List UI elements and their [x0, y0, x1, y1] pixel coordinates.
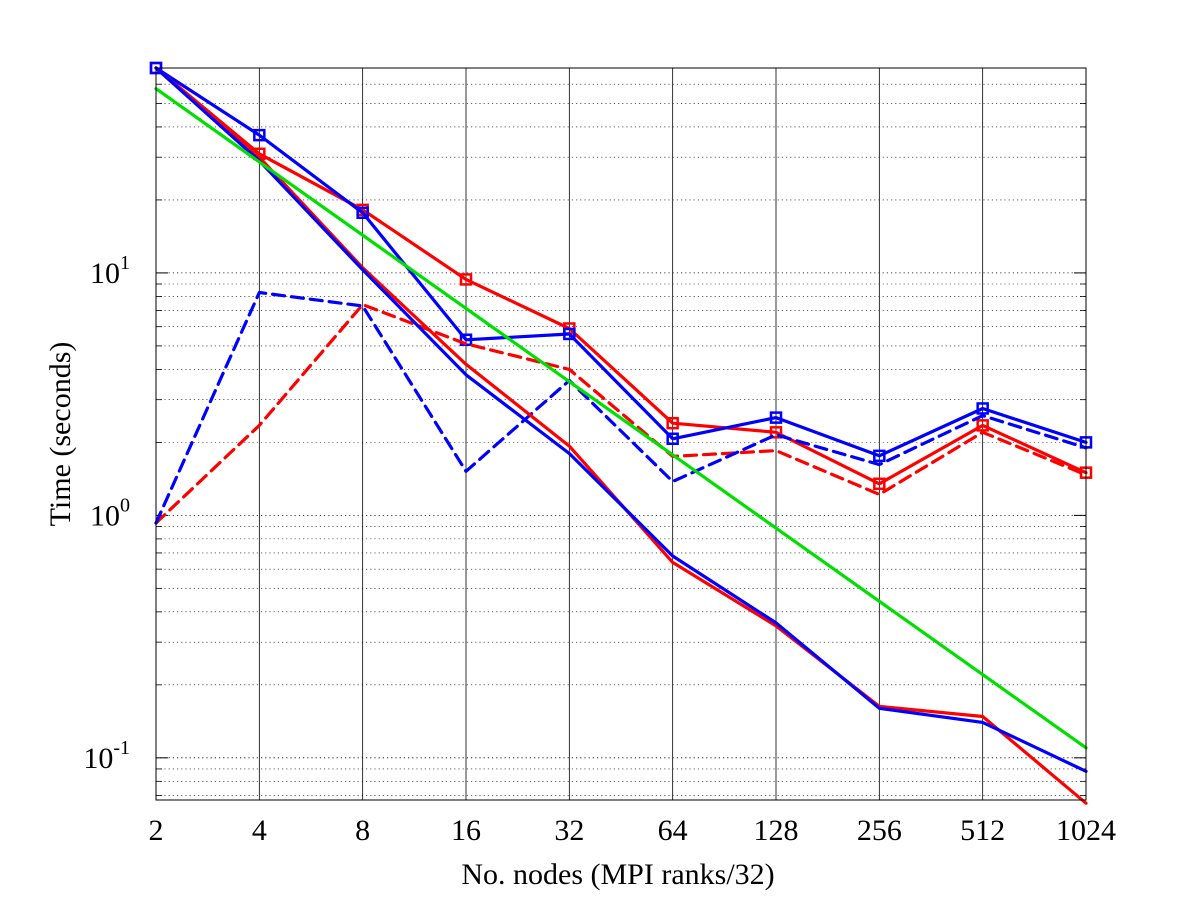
x-tick-label: 16 [451, 814, 481, 847]
x-tick-label: 256 [857, 814, 902, 847]
series-2-marker [666, 432, 679, 446]
x-tick-label: 512 [960, 814, 1005, 847]
x-tick-labels: 2 4 8 16 32 64 128 256 512 1024 [149, 814, 1117, 847]
series-1-marker [976, 419, 989, 432]
series-2-line [154, 66, 1088, 458]
series-2-marker [976, 402, 989, 415]
series-2-marker [356, 206, 369, 220]
series-2-marker [769, 411, 783, 424]
y-tick-label: 101 [90, 252, 130, 290]
series-1-marker [769, 426, 783, 439]
series-1-marker [873, 477, 886, 491]
series-group [149, 61, 1093, 805]
x-tick-label: 64 [658, 814, 688, 847]
y-tick-label: 100 [90, 494, 130, 532]
series-1-marker [666, 416, 679, 430]
series-2-marker [563, 327, 576, 341]
y-axis-label: Time (seconds) [44, 342, 77, 527]
series-7-line [154, 87, 1088, 750]
series-4-line [154, 290, 1088, 525]
x-tick-label: 1024 [1056, 814, 1116, 847]
series-3-line [154, 303, 1088, 525]
y-tick-label: 10-1 [83, 737, 130, 775]
plot-frame [155, 67, 1087, 801]
series-2-marker [253, 128, 266, 142]
x-axis-label: No. nodes (MPI ranks/32) [461, 858, 774, 891]
x-tick-label: 4 [252, 814, 267, 847]
x-tick-label: 32 [554, 814, 584, 847]
plot-background [156, 68, 1086, 800]
x-tick-label: 2 [149, 814, 164, 847]
series-2-marker [873, 449, 886, 463]
series-1-line [154, 66, 1088, 486]
series-6-line [154, 66, 1088, 773]
y-tick-labels: 100 101 10-1 [83, 252, 130, 775]
series-1-marker [459, 273, 473, 286]
x-tick-label: 8 [355, 814, 370, 847]
x-tick-label: 128 [754, 814, 799, 847]
